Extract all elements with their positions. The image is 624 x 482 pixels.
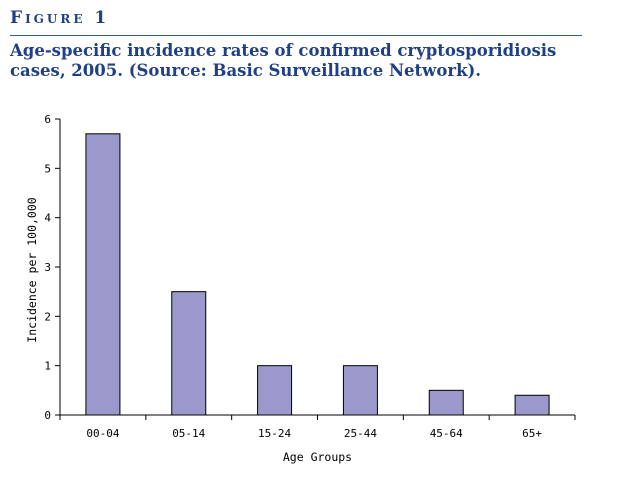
x-tick-label: 45-64: [430, 427, 463, 440]
bar-45-64: [428, 389, 464, 416]
bar-05-14: [171, 291, 207, 416]
y-axis-title: Incidence per 100,000: [25, 197, 39, 342]
x-axis: 00-04 05-14 15-24 25-44 45-64 65+: [59, 414, 576, 440]
bar-15-24: [257, 365, 293, 416]
y-axis: 0 1 2 3 4 5 6: [44, 113, 61, 422]
x-tick-label: 25-44: [344, 427, 377, 440]
y-tick-label: 2: [44, 310, 51, 323]
bars: [85, 133, 550, 416]
bar-65+: [514, 394, 550, 416]
header-rule: [10, 35, 582, 36]
y-tick-label: 3: [44, 261, 51, 274]
y-tick-label: 6: [44, 113, 51, 126]
x-tick-label: 05-14: [172, 427, 205, 440]
y-tick-label: 0: [44, 409, 51, 422]
x-tick-label: 65+: [522, 427, 542, 440]
bar-25-44: [342, 365, 378, 416]
bar-00-04: [85, 133, 121, 416]
y-tick-label: 1: [44, 360, 51, 373]
x-axis-title: Age Groups: [283, 450, 352, 464]
x-tick-label: 15-24: [258, 427, 291, 440]
x-tick-label: 00-04: [86, 427, 119, 440]
y-tick-label: 5: [44, 162, 51, 175]
figure-label: Figure 1: [10, 8, 110, 28]
y-tick-label: 4: [44, 212, 51, 225]
figure-title: Age-specific incidence rates of confirme…: [10, 41, 557, 80]
